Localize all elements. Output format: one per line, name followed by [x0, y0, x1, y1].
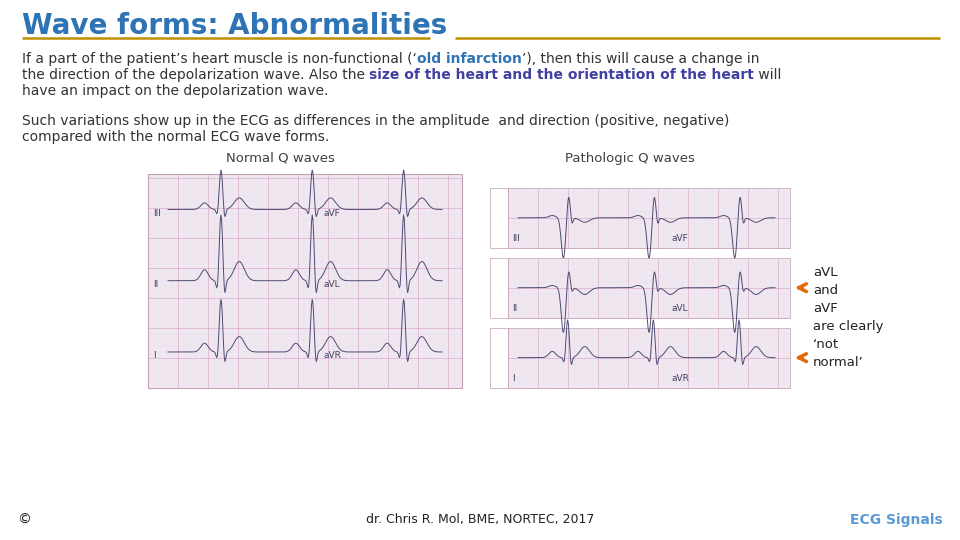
Bar [490, 188, 508, 248]
Text: ’), then this will cause a change in: ’), then this will cause a change in [521, 52, 759, 66]
Text: III: III [153, 209, 161, 218]
Text: aVF: aVF [324, 209, 341, 218]
Text: aVL: aVL [324, 280, 341, 289]
Text: will: will [755, 68, 781, 82]
Text: aVF: aVF [672, 234, 688, 243]
Text: Normal Q waves: Normal Q waves [226, 152, 334, 165]
Text: ECG Signals: ECG Signals [850, 513, 943, 526]
Bar [148, 174, 462, 388]
Text: have an impact on the depolarization wave.: have an impact on the depolarization wav… [22, 84, 328, 98]
Text: old infarction: old infarction [417, 52, 521, 66]
Bar [490, 328, 508, 388]
Text: ©: © [17, 513, 31, 526]
Text: III: III [512, 234, 520, 243]
Text: compared with the normal ECG wave forms.: compared with the normal ECG wave forms. [22, 130, 329, 144]
Text: the direction of the depolarization wave. Also the: the direction of the depolarization wave… [22, 68, 370, 82]
Text: I: I [153, 352, 156, 361]
Bar [508, 258, 790, 318]
Text: aVL: aVL [672, 303, 688, 313]
Text: size of the heart and the orientation of the heart: size of the heart and the orientation of… [370, 68, 755, 82]
Text: II: II [512, 303, 517, 313]
Text: aVR: aVR [672, 374, 689, 383]
Bar [490, 258, 508, 318]
Bar [508, 328, 790, 388]
Text: Wave forms: Abnormalities: Wave forms: Abnormalities [22, 12, 447, 40]
Text: II: II [153, 280, 158, 289]
Text: aVL
and
aVF
are clearly
‘not
normal’: aVL and aVF are clearly ‘not normal’ [813, 266, 883, 369]
Text: If a part of the patient’s heart muscle is non-functional (‘: If a part of the patient’s heart muscle … [22, 52, 417, 66]
Text: aVR: aVR [324, 352, 342, 361]
Text: dr. Chris R. Mol, BME, NORTEC, 2017: dr. Chris R. Mol, BME, NORTEC, 2017 [366, 513, 594, 526]
Bar [508, 188, 790, 248]
Text: I: I [512, 374, 515, 383]
Text: Such variations show up in the ECG as differences in the amplitude  and directio: Such variations show up in the ECG as di… [22, 114, 730, 128]
Text: Pathologic Q waves: Pathologic Q waves [565, 152, 695, 165]
